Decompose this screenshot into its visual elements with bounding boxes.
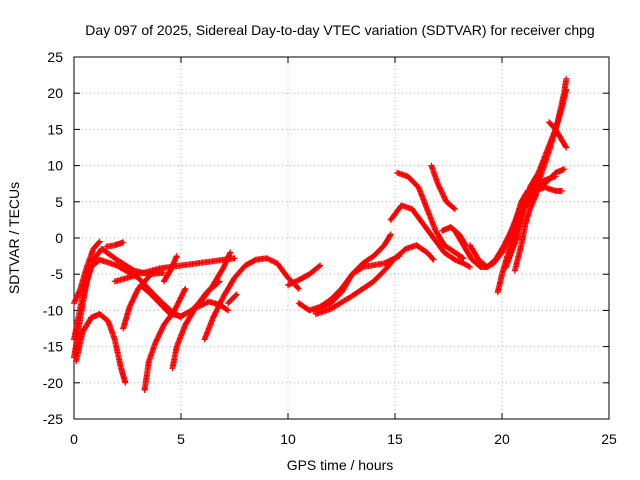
series-arc12 xyxy=(201,255,302,343)
series-arc20 xyxy=(394,169,467,262)
series-arc03 xyxy=(73,311,129,386)
series-arc09 xyxy=(141,285,189,393)
series-arc07 xyxy=(120,271,154,332)
series-markers xyxy=(394,169,467,262)
y-tick-label: -15 xyxy=(43,339,63,355)
series-markers xyxy=(73,311,129,386)
series-markers xyxy=(526,86,570,191)
y-tick-label: 15 xyxy=(47,121,63,137)
series-arc15 xyxy=(285,262,324,289)
series-markers xyxy=(141,285,189,393)
y-tick-label: 10 xyxy=(47,158,63,174)
series-arc31 xyxy=(546,119,570,151)
series-arc18 xyxy=(310,253,403,314)
y-tick-label: 25 xyxy=(47,49,63,65)
series-markers xyxy=(285,262,324,289)
x-tick-label: 10 xyxy=(280,431,296,447)
x-tick-label: 15 xyxy=(387,431,403,447)
y-tick-label: -20 xyxy=(43,375,63,391)
x-tick-label: 5 xyxy=(177,431,185,447)
series-arc14 xyxy=(225,291,240,307)
series-markers xyxy=(387,202,473,270)
series-arc06 xyxy=(111,255,238,285)
series-arc13 xyxy=(195,298,232,314)
y-tick-label: 5 xyxy=(55,194,63,210)
y-tick-label: -5 xyxy=(51,266,64,282)
series-arc28 xyxy=(511,191,540,274)
series-markers xyxy=(160,253,180,285)
series-markers xyxy=(120,271,154,332)
y-tick-label: -25 xyxy=(43,411,63,427)
grid-lines xyxy=(74,57,609,419)
series-markers xyxy=(225,291,240,307)
series-markers xyxy=(310,253,403,314)
data-series xyxy=(71,75,570,393)
x-tick-label: 0 xyxy=(70,431,78,447)
series-markers xyxy=(546,119,570,151)
series-arc11 xyxy=(160,253,180,285)
series-arc01 xyxy=(71,238,103,307)
series-markers xyxy=(71,238,103,307)
series-markers xyxy=(195,298,232,314)
axis-ticks: 0 5 10 15 20 25 -25 -20 -15 -10 -5 0 5 10 15 20 25 xyxy=(43,49,617,447)
chart-title: Day 097 of 2025, Sidereal Day-to-day VTE… xyxy=(85,22,594,38)
y-axis-label: SDTVAR / TECUs xyxy=(6,182,22,294)
series-markers xyxy=(428,162,458,212)
series-arc19 xyxy=(387,202,473,270)
y-tick-label: 20 xyxy=(47,85,63,101)
series-arc22 xyxy=(428,162,458,212)
series-arc30 xyxy=(526,86,570,191)
series-arc10 xyxy=(169,278,223,372)
y-tick-label: -10 xyxy=(43,302,63,318)
y-tick-label: 0 xyxy=(55,230,63,246)
series-arc05 xyxy=(103,239,127,250)
series-markers xyxy=(103,239,127,250)
series-markers xyxy=(201,255,302,343)
x-tick-label: 25 xyxy=(601,431,617,447)
x-tick-label: 20 xyxy=(494,431,510,447)
series-markers xyxy=(111,255,238,285)
x-axis-label: GPS time / hours xyxy=(287,457,394,473)
series-markers xyxy=(169,278,223,372)
series-markers xyxy=(511,191,540,274)
